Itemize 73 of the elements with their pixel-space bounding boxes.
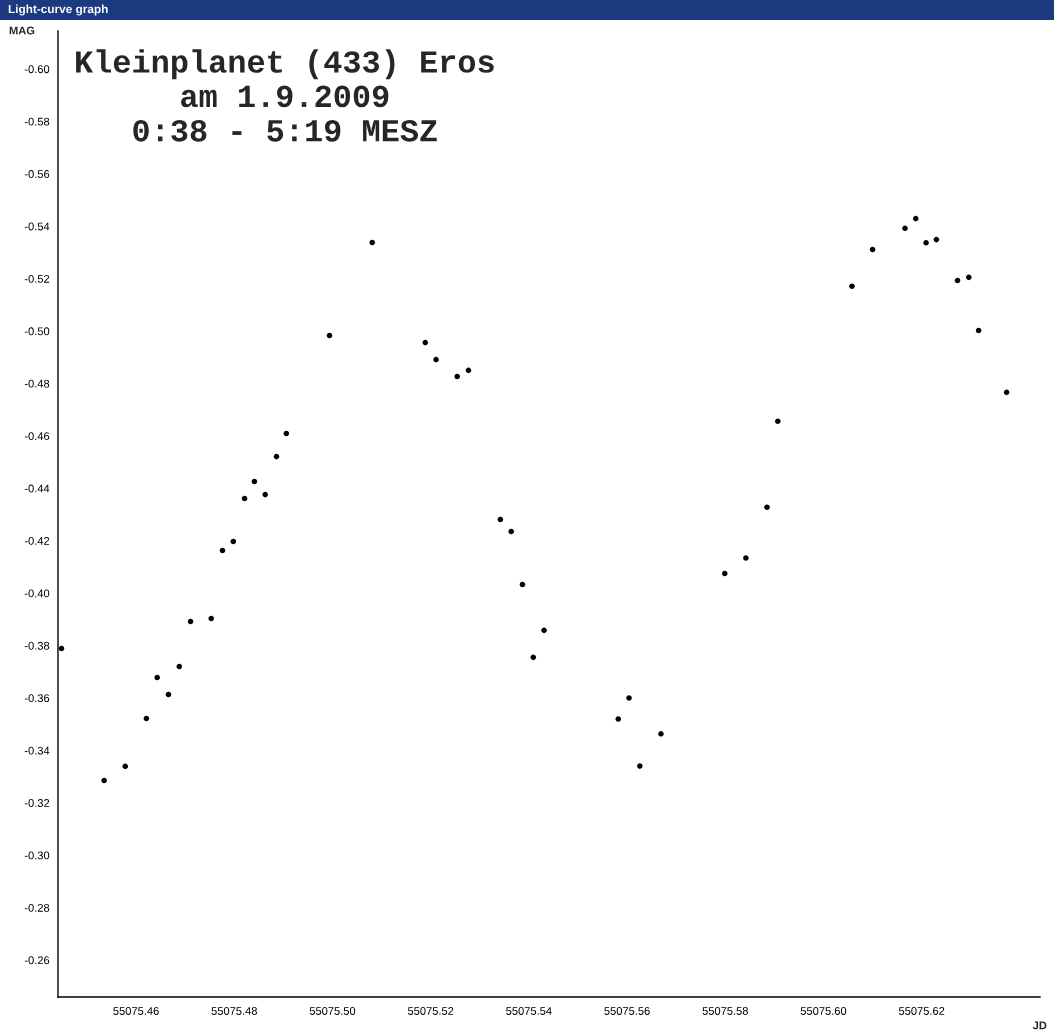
- y-tick-label: -0.42: [24, 537, 50, 545]
- point: [764, 504, 770, 510]
- point: [262, 491, 268, 498]
- text: Light-curve graph: [8, 4, 108, 16]
- point: [219, 547, 226, 554]
- point: [465, 367, 472, 374]
- y-tick-label: -0.32: [24, 799, 50, 807]
- y-tick-label: -0.44: [24, 484, 50, 493]
- x-tick-label: 55075.54: [506, 1007, 552, 1015]
- y-tick-label: -0.60: [24, 65, 50, 74]
- point: [933, 236, 940, 243]
- point: [433, 356, 439, 363]
- x-tick-label: 55075.52: [407, 1007, 454, 1015]
- point: [658, 731, 664, 737]
- y-tick-label: -0.36: [24, 694, 50, 703]
- point: [176, 663, 183, 670]
- point: [722, 570, 728, 577]
- point: [422, 339, 429, 346]
- y-tick-label: -0.58: [24, 117, 50, 126]
- point: [122, 763, 129, 770]
- point: [283, 430, 290, 437]
- y-tick-label: -0.52: [24, 274, 50, 283]
- point: [508, 528, 514, 535]
- y-tick-label: -0.26: [24, 956, 50, 965]
- point: [58, 645, 65, 652]
- point: [101, 777, 107, 784]
- text: Kleinplanet (433) Eros am 1.9.2009 0:38 - 5:19 MESZ: [76, 49, 494, 142]
- x-tick-label: 55075.50: [309, 1007, 356, 1015]
- point: [913, 215, 919, 222]
- y-tick-label: -0.40: [24, 589, 50, 598]
- point: [615, 716, 622, 722]
- y-tick-label: -0.46: [24, 432, 50, 441]
- x-tick-label: 55075.46: [113, 1007, 159, 1015]
- point: [775, 418, 781, 424]
- point: [966, 274, 972, 281]
- point: [251, 478, 258, 485]
- y-tick-label: -0.50: [24, 327, 50, 336]
- x-tick-label: 55075.56: [604, 1007, 650, 1015]
- point: [165, 691, 172, 698]
- y-tick-label: -0.38: [24, 641, 50, 650]
- point: [541, 627, 547, 634]
- point: [849, 283, 855, 290]
- y-tick-label: -0.54: [24, 222, 50, 231]
- x-tick-label: 55075.60: [800, 1007, 847, 1015]
- point: [975, 327, 982, 334]
- point: [143, 715, 150, 722]
- point: [454, 373, 460, 380]
- x-tick-label: 55075.48: [211, 1007, 257, 1015]
- y-tick-label: -0.34: [24, 746, 50, 755]
- x-tick-label: 55075.62: [898, 1007, 945, 1015]
- y-tick-label: -0.30: [24, 851, 50, 860]
- point: [273, 453, 280, 460]
- y-tick-label: -0.28: [24, 903, 50, 912]
- point: [902, 225, 908, 232]
- point: [369, 239, 376, 246]
- y-tick-label: -0.56: [24, 170, 50, 178]
- point: [154, 674, 160, 681]
- x-axis-title: JD: [1032, 1021, 1047, 1030]
- point: [1003, 389, 1010, 396]
- point: [626, 695, 632, 701]
- point: [230, 538, 237, 545]
- point: [530, 654, 537, 661]
- x-tick-label: 55075.58: [702, 1007, 748, 1015]
- point: [923, 239, 929, 246]
- point: [743, 555, 749, 561]
- point: [869, 246, 876, 253]
- point: [637, 763, 643, 769]
- point: [241, 495, 248, 502]
- point: [187, 618, 194, 625]
- point: [497, 516, 504, 523]
- point: [208, 615, 214, 622]
- y-axis-title: MAG: [9, 26, 35, 35]
- y-tick-label: -0.48: [24, 379, 50, 388]
